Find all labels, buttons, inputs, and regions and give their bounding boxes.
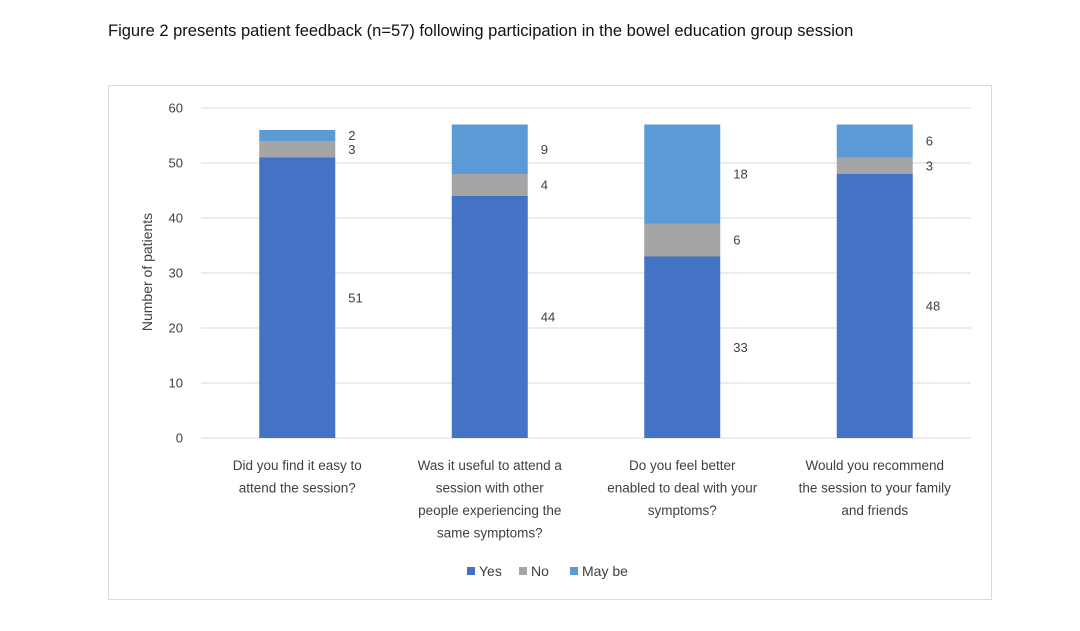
data-label: 3: [348, 142, 355, 157]
data-label: 6: [926, 134, 933, 149]
x-category-line: attend the session?: [239, 481, 356, 496]
bar-segment: [644, 256, 721, 438]
data-label: 3: [926, 158, 933, 173]
data-label: 33: [733, 340, 747, 355]
legend-label: May be: [582, 563, 628, 579]
bar-segment: [259, 130, 336, 141]
legend[interactable]: Yes No May be: [467, 563, 628, 579]
data-label: 9: [541, 142, 548, 157]
bar-segment: [644, 223, 721, 257]
legend-item[interactable]: No: [519, 563, 549, 579]
y-axis-ticks: 0 10 20 30 40 50 60: [169, 101, 183, 446]
x-axis-categories: Did you find it easy to attend the sessio…: [233, 458, 951, 541]
legend-label: Yes: [479, 563, 502, 579]
legend-swatch: [467, 567, 475, 575]
bar-segment: [644, 124, 721, 224]
figure-title: Figure 2 presents patient feedback (n=57…: [108, 22, 854, 40]
x-category-line: Do you feel better: [629, 458, 736, 473]
y-tick-label: 20: [169, 321, 183, 336]
data-label: 2: [348, 128, 355, 143]
x-category-line: same symptoms?: [437, 526, 543, 541]
data-label: 48: [926, 299, 940, 314]
bar-segment: [836, 124, 913, 158]
bar-segment: [451, 124, 528, 174]
x-category-line: symptoms?: [648, 503, 717, 518]
legend-swatch: [519, 567, 527, 575]
y-tick-label: 10: [169, 376, 183, 391]
x-category-line: people experiencing the: [418, 503, 561, 518]
bar-segment: [259, 141, 336, 158]
legend-swatch: [570, 567, 578, 575]
bar-segment: [259, 157, 336, 438]
x-category-line: session with other: [436, 481, 545, 496]
x-category-line: Was it useful to attend a: [418, 458, 563, 473]
legend-item[interactable]: May be: [570, 563, 628, 579]
chart-frame: 51 3 2 44 4 9 33 6 18 48 3 6 0 10 20 30 40 50 60 Did you …: [108, 85, 992, 600]
legend-label: No: [531, 563, 549, 579]
x-category-line: Did you find it easy to: [233, 458, 362, 473]
data-label: 6: [733, 233, 740, 248]
x-category-label: Was it useful to attend a session with ot…: [418, 458, 563, 541]
data-label: 4: [541, 178, 548, 193]
bar-segment: [836, 174, 913, 438]
x-category-line: enabled to deal with your: [607, 481, 758, 496]
legend-item[interactable]: Yes: [467, 563, 502, 579]
x-category-label: Do you feel better enabled to deal with y…: [607, 458, 758, 518]
bar-segment: [451, 196, 528, 438]
data-label: 18: [733, 167, 747, 182]
data-label: 44: [541, 310, 555, 325]
data-label: 51: [348, 290, 362, 305]
y-tick-label: 30: [169, 266, 183, 281]
x-category-line: the session to your family: [799, 481, 952, 496]
x-category-line: and friends: [841, 503, 908, 518]
y-tick-label: 60: [169, 101, 183, 116]
y-tick-label: 0: [176, 431, 183, 446]
y-tick-label: 50: [169, 156, 183, 171]
y-axis-title: Number of patients: [139, 213, 155, 331]
bar-segment: [451, 174, 528, 196]
bar-segment: [836, 157, 913, 174]
y-tick-label: 40: [169, 211, 183, 226]
x-category-label: Did you find it easy to attend the sessio…: [233, 458, 362, 496]
x-category-label: Would you recommend the session to your f…: [799, 458, 952, 518]
x-category-line: Would you recommend: [805, 458, 944, 473]
bars: [259, 124, 913, 438]
